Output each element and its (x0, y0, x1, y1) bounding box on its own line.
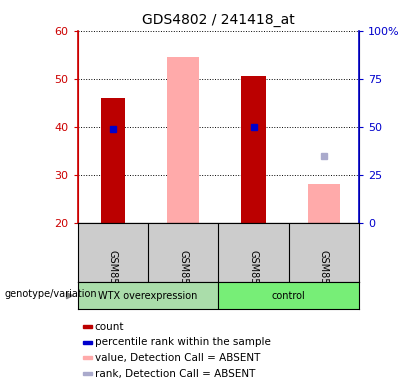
Bar (100, 98, 125, 223)
Bar (83, 356, 92, 359)
Bar (83, 372, 92, 375)
Text: genotype/variation: genotype/variation (4, 289, 97, 299)
Bar (218, 282, 359, 309)
Text: count: count (95, 322, 124, 332)
Bar (78, 282, 218, 309)
Text: GSM853612: GSM853612 (249, 250, 259, 309)
Text: value, Detection Call = ABSENT: value, Detection Call = ABSENT (95, 353, 260, 363)
Bar (83, 341, 92, 344)
Text: control: control (272, 291, 306, 301)
Text: WTX overexpression: WTX overexpression (98, 291, 198, 301)
Text: GSM853613: GSM853613 (178, 250, 188, 308)
Text: GSM853614: GSM853614 (319, 250, 329, 308)
Bar (241, 76, 266, 223)
Text: percentile rank within the sample: percentile rank within the sample (95, 337, 270, 347)
Text: GSM853611: GSM853611 (108, 250, 118, 308)
Bar (168, 57, 199, 223)
Bar (83, 325, 92, 328)
Bar (308, 184, 340, 223)
Title: GDS4802 / 241418_at: GDS4802 / 241418_at (142, 13, 295, 27)
Text: rank, Detection Call = ABSENT: rank, Detection Call = ABSENT (95, 369, 255, 379)
